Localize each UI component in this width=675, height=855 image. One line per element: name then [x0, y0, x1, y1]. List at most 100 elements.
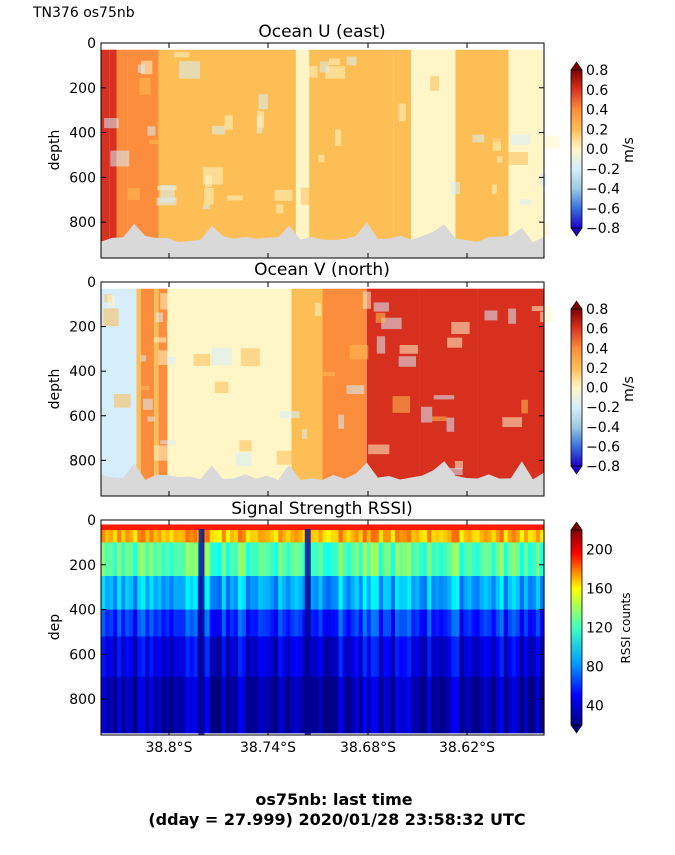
- data-cell: [330, 636, 336, 678]
- data-cell: [262, 609, 267, 638]
- data-cell: [254, 676, 259, 734]
- data-cell: [181, 676, 187, 734]
- data-cell: [229, 542, 235, 577]
- data-cell: [423, 575, 428, 611]
- data-cell: [298, 542, 303, 577]
- data-patch: [497, 156, 503, 163]
- data-cell: [330, 676, 336, 734]
- data-cell: [310, 575, 316, 611]
- data-patch: [160, 184, 175, 203]
- data-cell: [137, 542, 142, 577]
- data-cell: [185, 575, 191, 611]
- data-cell: [407, 636, 412, 678]
- data-cell: [362, 609, 368, 638]
- data-cell: [447, 525, 452, 543]
- data-cell: [302, 636, 307, 678]
- colorbar-tick-label: 160: [586, 582, 613, 598]
- data-cell: [443, 542, 448, 577]
- data-cell: [415, 525, 420, 543]
- data-cell: [217, 676, 223, 734]
- data-cell: [358, 542, 364, 577]
- colorbar-tick-label: 0.2: [586, 361, 608, 377]
- data-cell: [523, 542, 529, 577]
- data-patch: [373, 302, 390, 312]
- data-patch: [431, 416, 447, 422]
- data-cell: [153, 525, 158, 543]
- data-cell: [314, 525, 320, 543]
- data-patch: [139, 77, 151, 95]
- data-cell: [294, 525, 299, 543]
- data-cell: [374, 636, 380, 678]
- data-patch: [451, 321, 470, 335]
- data-cell: [427, 575, 432, 611]
- data-cell: [519, 575, 525, 611]
- data-cell: [181, 636, 187, 678]
- data-patch: [107, 295, 116, 308]
- data-cell: [229, 636, 235, 678]
- data-cell: [471, 609, 477, 638]
- data-patch: [531, 306, 551, 312]
- data-cell: [366, 636, 372, 678]
- data-cell: [302, 542, 307, 577]
- data-cell: [535, 609, 541, 638]
- data-cell: [290, 575, 295, 611]
- data-cell: [447, 676, 452, 734]
- data-cell: [129, 609, 134, 638]
- plot-area: [100, 519, 545, 736]
- data-cell: [431, 575, 436, 611]
- data-cell: [467, 525, 473, 543]
- data-cell: [125, 542, 130, 577]
- data-patch: [204, 152, 214, 159]
- data-cell: [225, 636, 231, 678]
- data-cell: [157, 609, 163, 638]
- data-cell: [189, 609, 195, 638]
- data-cell: [415, 636, 420, 678]
- data-cell: [181, 525, 187, 543]
- data-cell: [358, 525, 364, 543]
- data-cell: [370, 575, 376, 611]
- data-patch: [173, 52, 190, 58]
- data-patch: [275, 177, 293, 186]
- data-patch: [239, 440, 252, 452]
- data-cell: [125, 636, 130, 678]
- data-cell: [491, 542, 497, 577]
- data-cell: [310, 676, 316, 734]
- data-cell: [374, 525, 380, 543]
- plot-area: [100, 42, 560, 259]
- data-patch: [279, 411, 300, 419]
- data-cell: [439, 542, 444, 577]
- data-cell: [350, 636, 356, 678]
- data-cell: [483, 676, 489, 734]
- data-cell: [169, 676, 175, 734]
- data-cell: [390, 609, 396, 638]
- data-cell: [531, 575, 537, 611]
- data-cell: [459, 542, 465, 577]
- footer-subtitle: (dday = 27.999) 2020/01/28 23:58:32 UTC: [148, 810, 525, 829]
- data-cell: [362, 575, 368, 611]
- data-patch: [446, 417, 455, 432]
- data-cell: [282, 636, 287, 678]
- data-cell: [475, 575, 481, 611]
- bottom-mask: [101, 461, 544, 496]
- data-cell: [362, 676, 368, 734]
- data-cell: [390, 542, 396, 577]
- data-cell: [479, 636, 485, 678]
- data-cell: [382, 525, 388, 543]
- data-cell: [217, 636, 223, 678]
- data-cell: [165, 676, 171, 734]
- data-cell: [338, 609, 344, 638]
- data-cell: [161, 636, 167, 678]
- x-tick-label: 38.62°S: [439, 740, 495, 756]
- data-patch: [447, 337, 463, 348]
- data-patch: [204, 187, 214, 205]
- data-patch: [227, 195, 243, 201]
- data-cell: [467, 575, 473, 611]
- data-cell: [511, 676, 517, 734]
- data-cell: [443, 636, 448, 678]
- data-cell: [407, 609, 412, 638]
- data-patch: [328, 58, 340, 65]
- bottom-mask: [101, 222, 544, 258]
- colorbar-tick-label: 0.8: [586, 63, 608, 79]
- panel-title: Signal Strength RSSI): [231, 499, 413, 519]
- data-cell: [205, 525, 211, 543]
